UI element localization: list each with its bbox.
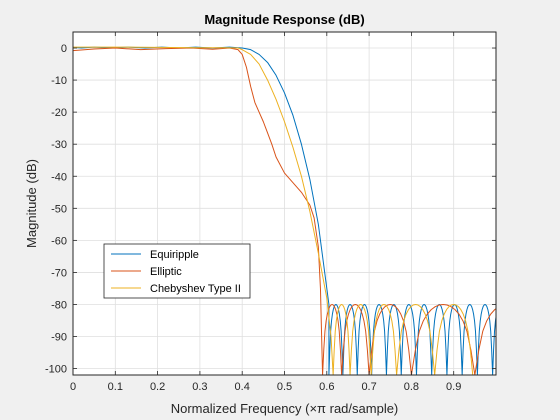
y-tick-label: -20	[51, 107, 67, 119]
series-line-0	[73, 46, 496, 375]
y-tick-label: -90	[51, 332, 67, 344]
axis-ticks: 0 0.1 0.2 0.3 0.4 0.5 0.6 0.7 0.8 0.9 0 -10 -20 -30 -4…	[45, 32, 496, 393]
y-tick-label: -30	[51, 139, 67, 151]
y-tick-label: -10	[51, 75, 67, 87]
y-axis-label: Magnitude (dB)	[24, 159, 39, 248]
x-tick-label: 0.5	[277, 381, 292, 393]
x-tick-label: 0.9	[446, 381, 461, 393]
x-tick-label: 0.3	[192, 381, 207, 393]
x-tick-label: 0	[70, 381, 76, 393]
x-tick-label: 0.2	[150, 381, 165, 393]
x-tick-label: 0.6	[319, 381, 334, 393]
series-line-2	[73, 46, 474, 375]
y-tick-label: 0	[61, 43, 67, 55]
x-tick-label: 0.1	[108, 381, 123, 393]
series-lines	[73, 46, 496, 375]
x-tick-label: 0.7	[361, 381, 376, 393]
legend-label-chebyshev: Chebyshev Type II	[150, 283, 241, 295]
y-tick-label: -60	[51, 235, 67, 247]
y-tick-label: -40	[51, 171, 67, 183]
y-tick-label: -80	[51, 299, 67, 311]
y-tick-label: -70	[51, 267, 67, 279]
x-tick-label: 0.4	[235, 381, 250, 393]
legend-label-equiripple: Equiripple	[150, 249, 199, 261]
legend-label-elliptic: Elliptic	[150, 266, 182, 278]
x-tick-label: 0.8	[404, 381, 419, 393]
x-axis-label: Normalized Frequency (×π rad/sample)	[171, 401, 399, 416]
grid	[72, 32, 496, 375]
chart-title: Magnitude Response (dB)	[204, 12, 364, 27]
y-tick-label: -100	[45, 364, 67, 376]
y-tick-label: -50	[51, 203, 67, 215]
legend[interactable]: Equiripple Elliptic Chebyshev Type II	[103, 243, 251, 299]
